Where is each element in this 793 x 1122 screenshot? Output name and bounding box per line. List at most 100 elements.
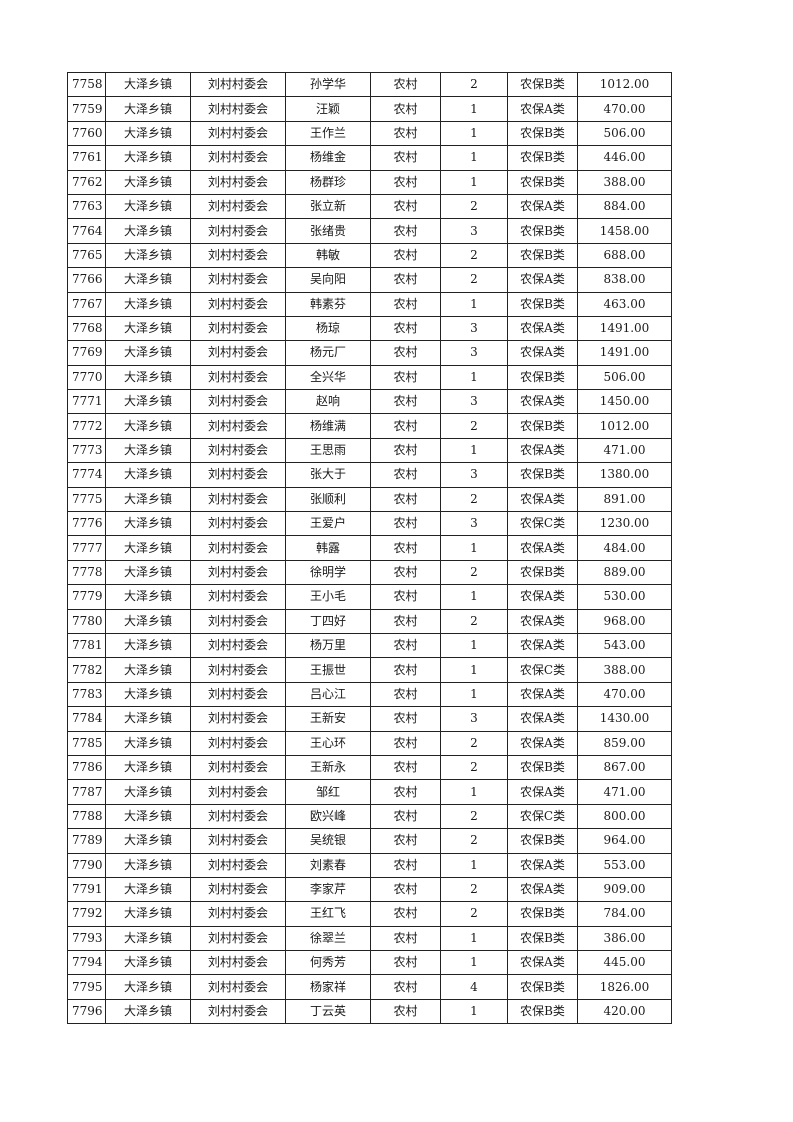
village-committee-cell: 刘村村委会: [190, 608, 286, 634]
amount-cell: 463.00: [577, 291, 672, 317]
person-name-cell: 全兴华: [285, 364, 371, 391]
town-cell: 大泽乡镇: [105, 901, 191, 927]
amount-cell: 470.00: [577, 681, 672, 708]
town-cell: 大泽乡镇: [105, 315, 191, 342]
household-size-cell: 1: [440, 291, 508, 317]
area-type-cell: 农村: [370, 315, 441, 342]
town-cell: 大泽乡镇: [105, 584, 191, 610]
person-name-cell: 赵响: [285, 389, 371, 415]
amount-cell: 471.00: [577, 779, 672, 805]
area-type-cell: 农村: [370, 193, 441, 220]
area-type-cell: 农村: [370, 632, 441, 659]
area-type-cell: 农村: [370, 998, 441, 1025]
insurance-class-cell: 农保A类: [507, 389, 578, 415]
village-committee-cell: 刘村村委会: [190, 681, 286, 708]
area-type-cell: 农村: [370, 852, 441, 878]
table-row: 7763 大泽乡镇 刘村村委会 张立新 农村 2 农保A类 884.00: [67, 193, 672, 220]
area-type-cell: 农村: [370, 413, 441, 439]
table-row: 7774 大泽乡镇 刘村村委会 张大于 农村 3 农保B类 1380.00: [67, 462, 672, 488]
person-name-cell: 孙学华: [285, 71, 371, 98]
amount-cell: 484.00: [577, 535, 672, 561]
table-body: 7758 大泽乡镇 刘村村委会 孙学华 农村 2 农保B类 1012.00 7759 大泽乡镇 刘村…: [67, 71, 672, 1025]
person-name-cell: 杨万里: [285, 632, 371, 659]
village-committee-cell: 刘村村委会: [190, 657, 286, 683]
town-cell: 大泽乡镇: [105, 632, 191, 659]
table-row: 7791 大泽乡镇 刘村村委会 李家芹 农村 2 农保A类 909.00: [67, 876, 672, 903]
person-name-cell: 吕心江: [285, 681, 371, 708]
area-type-cell: 农村: [370, 754, 441, 781]
town-cell: 大泽乡镇: [105, 389, 191, 415]
town-cell: 大泽乡镇: [105, 925, 191, 952]
household-size-cell: 2: [440, 486, 508, 513]
row-number-cell: 7787: [67, 779, 106, 805]
person-name-cell: 王红飞: [285, 901, 371, 927]
person-name-cell: 王思雨: [285, 437, 371, 464]
village-committee-cell: 刘村村委会: [190, 828, 286, 854]
table-row: 7775 大泽乡镇 刘村村委会 张顺利 农村 2 农保A类 891.00: [67, 486, 672, 513]
person-name-cell: 杨元厂: [285, 340, 371, 366]
area-type-cell: 农村: [370, 462, 441, 488]
insurance-class-cell: 农保A类: [507, 706, 578, 732]
person-name-cell: 徐明学: [285, 559, 371, 586]
row-number-cell: 7784: [67, 706, 106, 732]
area-type-cell: 农村: [370, 559, 441, 586]
row-number-cell: 7776: [67, 511, 106, 537]
person-name-cell: 欧兴峰: [285, 803, 371, 830]
area-type-cell: 农村: [370, 925, 441, 952]
row-number-cell: 7773: [67, 437, 106, 464]
row-number-cell: 7790: [67, 852, 106, 878]
town-cell: 大泽乡镇: [105, 974, 191, 1000]
person-name-cell: 王心环: [285, 730, 371, 756]
amount-cell: 909.00: [577, 876, 672, 903]
insurance-class-cell: 农保A类: [507, 852, 578, 878]
person-name-cell: 王小毛: [285, 584, 371, 610]
insurance-class-cell: 农保A类: [507, 437, 578, 464]
household-size-cell: 2: [440, 267, 508, 293]
area-type-cell: 农村: [370, 389, 441, 415]
person-name-cell: 杨家祥: [285, 974, 371, 1000]
person-name-cell: 李家芹: [285, 876, 371, 903]
household-size-cell: 2: [440, 828, 508, 854]
amount-cell: 388.00: [577, 657, 672, 683]
town-cell: 大泽乡镇: [105, 120, 191, 147]
table-row: 7781 大泽乡镇 刘村村委会 杨万里 农村 1 农保A类 543.00: [67, 632, 672, 659]
town-cell: 大泽乡镇: [105, 218, 191, 244]
amount-cell: 1430.00: [577, 706, 672, 732]
village-committee-cell: 刘村村委会: [190, 706, 286, 732]
village-committee-cell: 刘村村委会: [190, 413, 286, 439]
town-cell: 大泽乡镇: [105, 71, 191, 98]
village-committee-cell: 刘村村委会: [190, 71, 286, 98]
table-row: 7778 大泽乡镇 刘村村委会 徐明学 农村 2 农保B类 889.00: [67, 559, 672, 586]
row-number-cell: 7780: [67, 608, 106, 634]
row-number-cell: 7769: [67, 340, 106, 366]
row-number-cell: 7782: [67, 657, 106, 683]
insurance-class-cell: 农保A类: [507, 193, 578, 220]
table-row: 7794 大泽乡镇 刘村村委会 何秀芳 农村 1 农保A类 445.00: [67, 950, 672, 976]
table-row: 7782 大泽乡镇 刘村村委会 王振世 农村 1 农保C类 388.00: [67, 657, 672, 683]
household-size-cell: 2: [440, 242, 508, 269]
table-row: 7765 大泽乡镇 刘村村委会 韩敏 农村 2 农保B类 688.00: [67, 242, 672, 269]
amount-cell: 688.00: [577, 242, 672, 269]
area-type-cell: 农村: [370, 535, 441, 561]
village-committee-cell: 刘村村委会: [190, 925, 286, 952]
town-cell: 大泽乡镇: [105, 730, 191, 756]
row-number-cell: 7766: [67, 267, 106, 293]
table-row: 7771 大泽乡镇 刘村村委会 赵响 农村 3 农保A类 1450.00: [67, 389, 672, 415]
table-row: 7780 大泽乡镇 刘村村委会 丁四好 农村 2 农保A类 968.00: [67, 608, 672, 634]
table-row: 7769 大泽乡镇 刘村村委会 杨元厂 农村 3 农保A类 1491.00: [67, 340, 672, 366]
table-row: 7788 大泽乡镇 刘村村委会 欧兴峰 农村 2 农保C类 800.00: [67, 803, 672, 830]
area-type-cell: 农村: [370, 96, 441, 122]
village-committee-cell: 刘村村委会: [190, 315, 286, 342]
amount-cell: 530.00: [577, 584, 672, 610]
row-number-cell: 7783: [67, 681, 106, 708]
row-number-cell: 7771: [67, 389, 106, 415]
person-name-cell: 韩素芬: [285, 291, 371, 317]
amount-cell: 1826.00: [577, 974, 672, 1000]
person-name-cell: 吴统银: [285, 828, 371, 854]
insurance-class-cell: 农保B类: [507, 120, 578, 147]
town-cell: 大泽乡镇: [105, 291, 191, 317]
person-name-cell: 丁云英: [285, 998, 371, 1025]
amount-cell: 891.00: [577, 486, 672, 513]
village-committee-cell: 刘村村委会: [190, 584, 286, 610]
amount-cell: 1380.00: [577, 462, 672, 488]
